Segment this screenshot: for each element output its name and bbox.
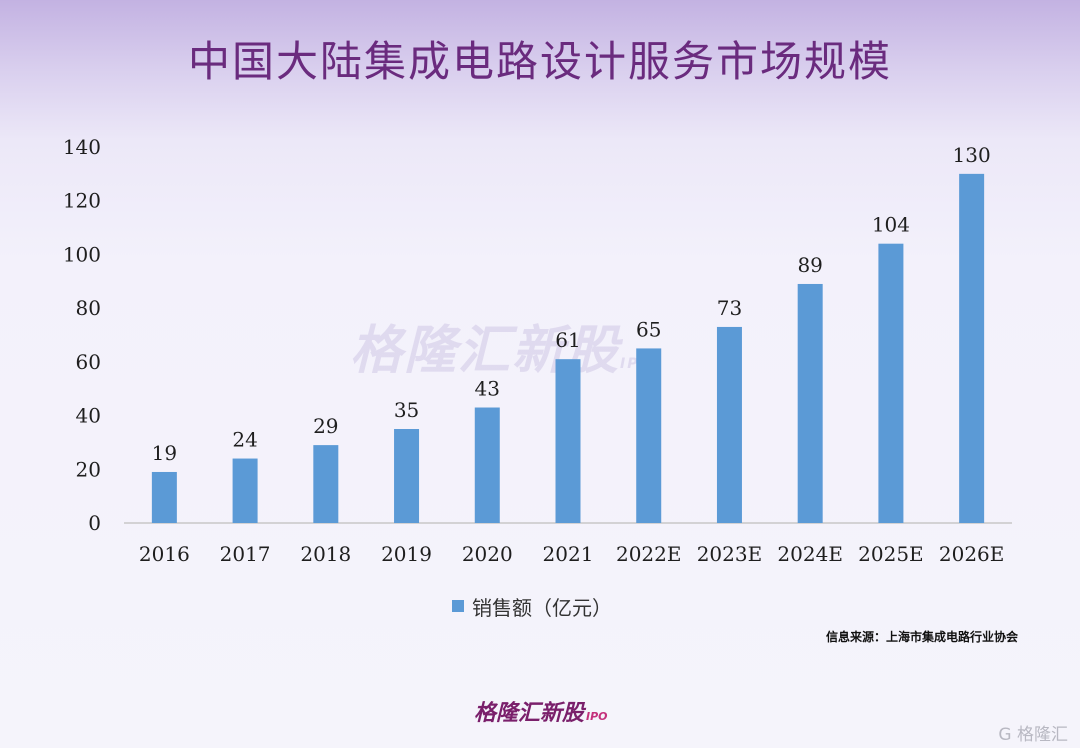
data-label-2023E: 73 (717, 296, 742, 320)
data-label-2018: 29 (313, 414, 338, 438)
bar-2021 (555, 359, 581, 523)
bar-2017 (232, 458, 258, 523)
bar-2023E (716, 326, 742, 523)
bar-2019 (394, 429, 420, 523)
data-label-2017: 24 (232, 428, 257, 452)
x-tick-label-2024E: 2024E (777, 542, 843, 566)
legend-swatch (452, 600, 464, 612)
y-tick-label: 120 (63, 189, 101, 213)
data-label-2022E: 65 (636, 317, 661, 341)
bar-2026E (959, 173, 985, 523)
bar-2016 (151, 471, 177, 523)
bar-2024E (797, 283, 823, 523)
x-tick-label-2026E: 2026E (939, 542, 1005, 566)
x-tick-label-2020: 2020 (462, 542, 513, 566)
data-label-2016: 19 (152, 441, 177, 465)
legend: 销售额（亿元） (452, 592, 612, 620)
legend-label: 销售额（亿元） (472, 595, 612, 620)
bar-2022E (636, 348, 662, 523)
logo-mark: IPO (586, 710, 608, 723)
x-tick-label-2025E: 2025E (858, 542, 924, 566)
x-tick-label-2022E: 2022E (616, 542, 682, 566)
chart-title: 中国大陆集成电路设计服务市场规模 (187, 37, 892, 86)
x-tick-label-2019: 2019 (381, 542, 432, 566)
x-tick-label-2017: 2017 (220, 542, 271, 566)
y-tick-label: 60 (76, 350, 101, 374)
x-tick-label-2021: 2021 (543, 542, 594, 566)
y-tick-label: 0 (88, 511, 101, 535)
data-label-2020: 43 (475, 377, 500, 401)
bar-2025E (878, 243, 904, 523)
data-label-2019: 35 (394, 398, 419, 422)
y-tick-label: 100 (63, 242, 101, 266)
data-label-2026E: 130 (953, 143, 991, 167)
corner-watermark: G 格隆汇 (998, 725, 1068, 745)
data-label-2024E: 89 (797, 253, 822, 277)
y-tick-label: 40 (76, 404, 101, 428)
y-tick-label: 140 (63, 135, 101, 159)
x-tick-label-2018: 2018 (300, 542, 351, 566)
y-tick-label: 20 (76, 457, 101, 481)
x-tick-label-2023E: 2023E (697, 542, 763, 566)
data-label-2021: 61 (555, 328, 580, 352)
source-note: 信息来源：上海市集成电路行业协会 (825, 630, 1018, 644)
x-tick-label-2016: 2016 (139, 542, 190, 566)
bar-2020 (474, 407, 500, 523)
y-tick-label: 80 (76, 296, 101, 320)
logo-text: 格隆汇新股 (474, 701, 585, 726)
brand-logo: 格隆汇新股 IPO (474, 695, 608, 727)
bar-2018 (313, 445, 339, 523)
data-label-2025E: 104 (872, 213, 910, 237)
